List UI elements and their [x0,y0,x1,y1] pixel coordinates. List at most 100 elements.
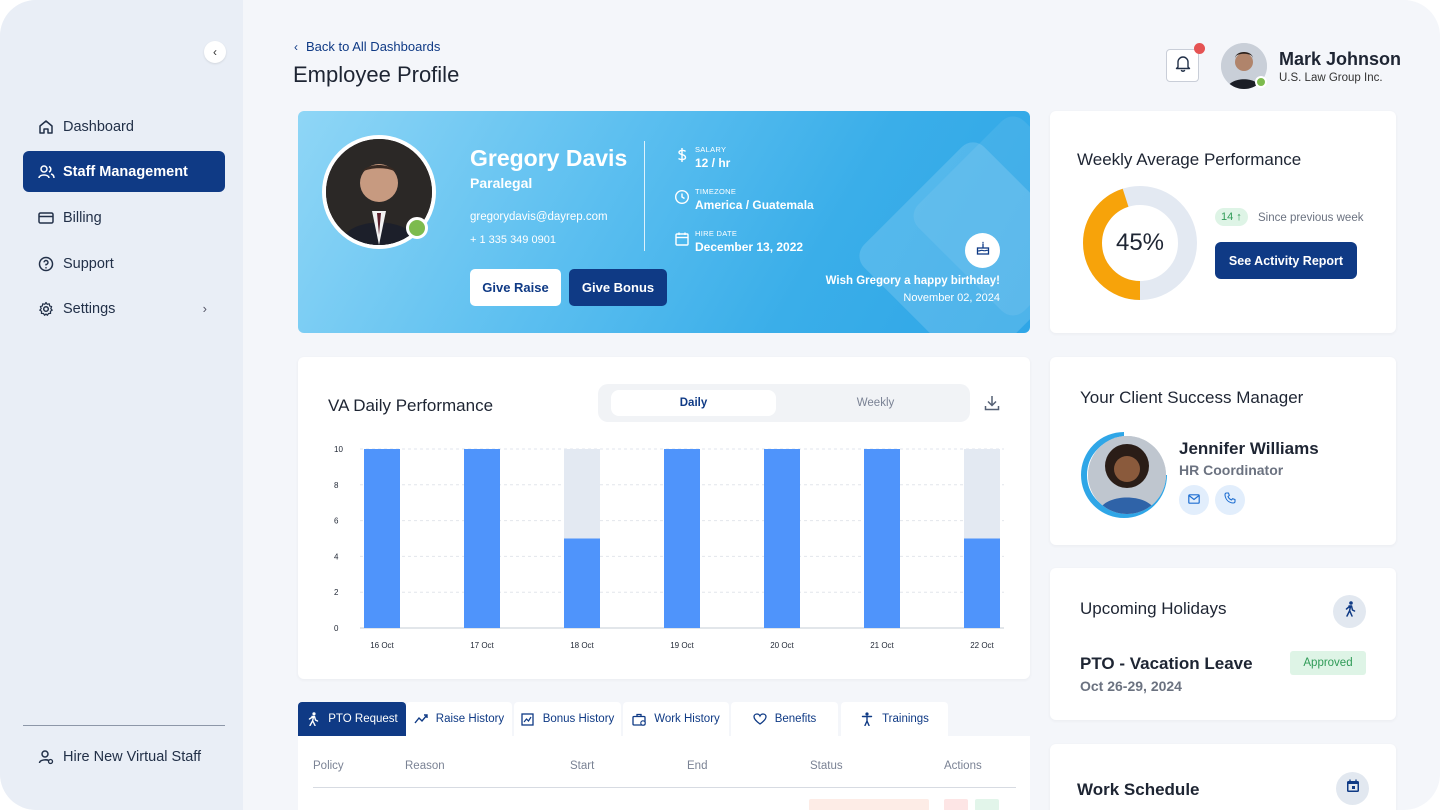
table-header-reason: Reason [405,760,445,772]
heart-icon [753,712,767,726]
table-header-status: Status [810,760,843,772]
tab-benefits[interactable]: Benefits [731,702,838,736]
upcoming-holidays-card: Upcoming Holidays PTO - Vacation Leave O… [1050,568,1396,720]
bar [764,449,800,628]
sidebar-item-billing[interactable]: Billing [23,197,225,238]
see-activity-report-button[interactable]: See Activity Report [1215,242,1357,279]
salary-value: 12 / hr [695,156,731,170]
holidays-icon-button[interactable] [1333,595,1366,628]
tab-label: Benefits [774,713,817,725]
hire-date-label: HIRE DATE [695,229,738,238]
status-badge [809,799,929,810]
approve-action-button[interactable] [975,799,999,810]
tab-pto-request[interactable]: PTO Request [298,702,406,736]
toggle-daily[interactable]: Daily [611,390,776,416]
trainer-icon [860,712,874,726]
x-tick-label: 21 Oct [870,641,894,650]
sidebar-item-label: Dashboard [63,118,134,135]
mail-icon [1188,491,1200,509]
user-company: U.S. Law Group Inc. [1279,72,1383,84]
tab-raise-history[interactable]: Raise History [406,702,512,736]
bar [964,538,1000,628]
profile-divider [644,141,645,251]
email-csm-button[interactable] [1179,485,1209,515]
birthday-date: November 02, 2024 [903,292,1000,304]
credit-card-icon [37,209,55,227]
dollar-icon [674,147,690,163]
work-schedule-title: Work Schedule [1077,780,1200,799]
table-header-end: End [687,760,708,772]
cake-icon [975,240,991,261]
bar [364,449,400,628]
table-header-policy: Policy [313,760,344,772]
employee-email[interactable]: gregorydavis@dayrep.com [470,211,608,223]
calendar-icon [1346,779,1360,798]
birthday-cake-button[interactable] [965,233,1000,268]
tab-label: Bonus History [542,713,615,725]
y-tick-label: 10 [334,445,343,454]
y-tick-label: 0 [334,624,339,633]
work-schedule-card: Work Schedule [1050,744,1396,810]
collapse-sidebar-button[interactable]: ‹ [204,41,226,63]
notifications-button[interactable] [1166,49,1199,82]
tab-work-history[interactable]: Work History [623,702,729,736]
table-header-divider [313,787,1016,788]
walking-icon [306,712,320,726]
sidebar-item-dashboard[interactable]: Dashboard [23,106,225,147]
notification-badge [1194,43,1205,54]
toggle-weekly[interactable]: Weekly [856,397,895,409]
y-tick-label: 2 [334,588,339,597]
back-to-dashboards-link[interactable]: ‹ Back to All Dashboards [294,39,440,54]
download-icon[interactable] [983,394,1001,412]
sidebar-item-support[interactable]: Support [23,243,225,284]
briefcase-icon [632,712,646,726]
x-tick-label: 20 Oct [770,641,794,650]
employee-role: Paralegal [470,175,533,191]
sidebar-item-label: Support [63,255,114,272]
holidays-title: Upcoming Holidays [1080,599,1227,618]
table-header-actions: Actions [944,760,982,772]
trend-icon [414,712,428,726]
sidebar: ‹ Dashboard Staff Management Billing Sup [0,0,243,810]
walking-icon [1344,601,1356,622]
csm-title: Your Client Success Manager [1080,388,1304,407]
give-raise-button[interactable]: Give Raise [470,269,561,306]
hire-new-staff-link[interactable]: Hire New Virtual Staff [23,736,225,777]
chevron-left-icon: ‹ [294,39,298,54]
tab-bonus-history[interactable]: Bonus History [514,702,621,736]
calendar-button[interactable] [1336,772,1369,805]
donut-fill [1083,186,1197,300]
tab-label: PTO Request [328,713,398,725]
y-tick-label: 8 [334,481,339,490]
user-add-icon [37,748,55,766]
hire-date-value: December 13, 2022 [695,240,804,254]
x-tick-label: 18 Oct [570,641,594,650]
va-performance-chart: 0 2 4 6 8 10 16 Oct 17 Oct 18 Oct 19 Oct 20 Oct 21 … [334,445,1004,650]
delete-action-button[interactable] [944,799,968,810]
users-icon [37,163,55,181]
sidebar-item-label: Staff Management [63,163,188,180]
employee-phone[interactable]: + 1 335 349 0901 [470,234,556,246]
call-csm-button[interactable] [1215,485,1245,515]
bar [464,449,500,628]
hire-new-staff-label: Hire New Virtual Staff [63,748,202,765]
sidebar-item-staff-management[interactable]: Staff Management [23,151,225,192]
give-bonus-button[interactable]: Give Bonus [569,269,667,306]
holiday-title: PTO - Vacation Leave [1080,654,1253,673]
csm-name: Jennifer Williams [1179,439,1319,458]
va-daily-performance-card: VA Daily Performance Daily Weekly 0 2 4 6 8 1… [298,357,1030,679]
tab-trainings[interactable]: Trainings [841,702,948,736]
weekly-performance-title: Weekly Average Performance [1077,150,1302,169]
tab-label: Work History [654,713,720,725]
bar [664,449,700,628]
table-header-start: Start [570,760,595,772]
bar [864,449,900,628]
sidebar-divider [23,725,225,726]
sidebar-item-settings[interactable]: Settings › [23,288,225,329]
pto-table: Policy Reason Start End Status Actions [298,736,1030,810]
employee-name: Gregory Davis [470,145,628,171]
y-tick-label: 4 [334,552,339,561]
x-tick-label: 16 Oct [370,641,394,650]
sidebar-item-label: Settings [63,300,116,317]
birthday-message: Wish Gregory a happy birthday! [825,275,1000,287]
